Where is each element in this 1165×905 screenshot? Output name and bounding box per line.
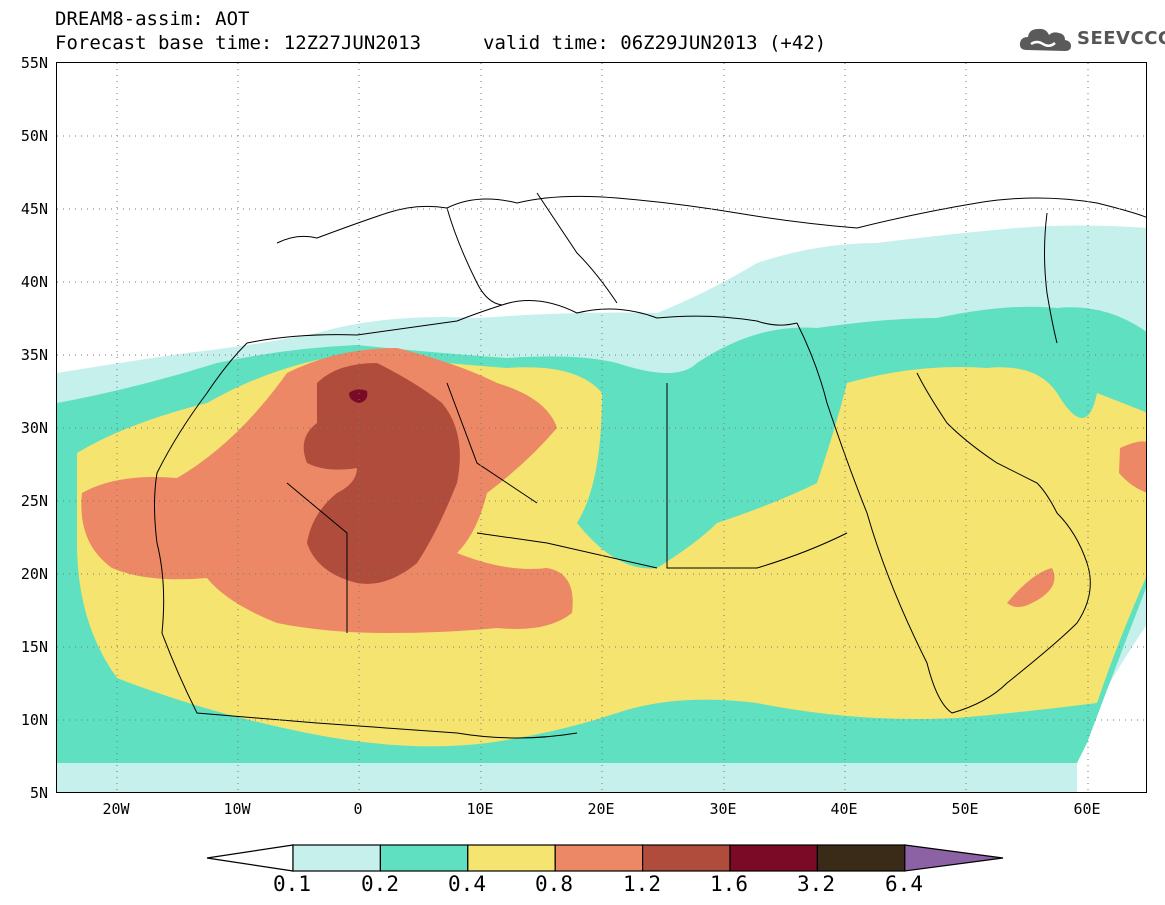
lon-label: 20E [587, 800, 615, 818]
lat-label: 35N [20, 346, 48, 364]
colorbar-label: 0.2 [361, 872, 399, 896]
colorbar-label: 1.6 [710, 872, 748, 896]
lon-label: 0 [353, 800, 363, 818]
colorbar-label: 3.2 [797, 872, 835, 896]
valid-time: valid time: 06Z29JUN2013 (+42) [483, 32, 827, 54]
aot-contour-0.8c [1119, 441, 1146, 493]
lat-label: 10N [20, 711, 48, 729]
colorbar-label: 0.1 [273, 872, 311, 896]
colorbar-segment [729, 844, 819, 872]
cloud-icon [1019, 28, 1071, 51]
lon-label: 20W [102, 800, 130, 818]
aot-contour-1.6 [349, 389, 368, 403]
colorbar-label: 0.8 [535, 872, 573, 896]
lon-label: 10E [466, 800, 494, 818]
colorbar-label: 1.2 [623, 872, 661, 896]
aot-field [57, 63, 1146, 792]
lat-label: 30N [20, 419, 48, 437]
colorbar-segment [554, 844, 644, 872]
colorbar-label: 6.4 [885, 872, 923, 896]
lat-label: 45N [20, 200, 48, 218]
lat-label: 25N [20, 492, 48, 510]
lon-label: 40E [830, 800, 858, 818]
lat-label: 55N [20, 54, 48, 72]
forecast-base-time: Forecast base time: 12Z27JUN2013 [55, 32, 422, 54]
colorbar-segment [816, 844, 906, 872]
colorbar-segment [467, 844, 556, 872]
lat-label: 40N [20, 273, 48, 291]
lon-label: 30E [709, 800, 737, 818]
lat-label: 20N [20, 565, 48, 583]
coastlines [154, 192, 1146, 739]
lat-label: 5N [29, 784, 48, 802]
colorbar-segment [642, 844, 731, 872]
lon-label: 50E [951, 800, 979, 818]
aot-contour-1.2 [303, 363, 460, 584]
lon-label: 60E [1073, 800, 1101, 818]
colorbar-extend-low [206, 844, 294, 872]
colorbar-segment [379, 844, 469, 872]
colorbar-label: 0.4 [448, 872, 486, 896]
seevccc-logo: SEEVCCC [1017, 24, 1165, 56]
colorbar-extend-high [904, 844, 1004, 872]
aot-contour-0.8b [1007, 568, 1055, 607]
map-title: DREAM8-assim: AOT [55, 8, 250, 30]
logo-text: SEEVCCC [1077, 28, 1165, 49]
lat-label: 15N [20, 638, 48, 656]
aot-map [56, 62, 1147, 793]
lat-label: 50N [20, 127, 48, 145]
lon-label: 10W [223, 800, 251, 818]
colorbar-segment [292, 844, 382, 872]
colorbar [206, 844, 1004, 872]
